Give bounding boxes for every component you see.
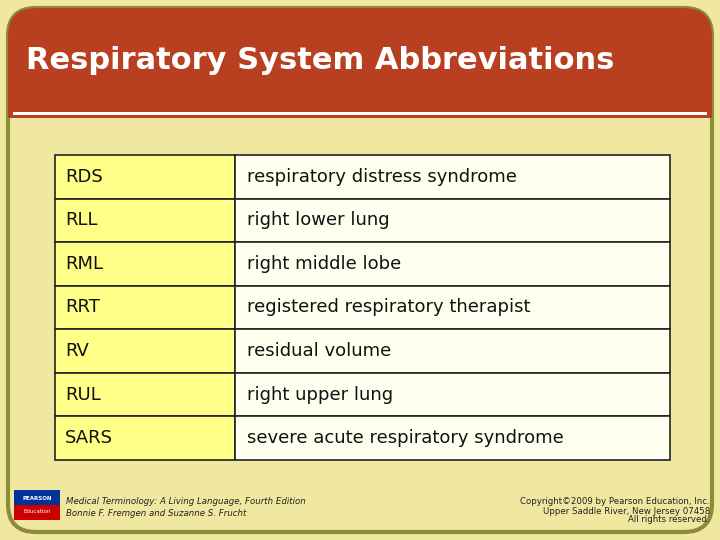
Text: RV: RV [65, 342, 89, 360]
Bar [235, 416, 670, 460]
Text: Respiratory System Abbreviations: Respiratory System Abbreviations [26, 46, 614, 75]
Text: right upper lung: right upper lung [247, 386, 393, 403]
FancyBboxPatch shape [8, 8, 712, 532]
Bar [55, 373, 235, 416]
Bar [55, 416, 235, 460]
Bar [55, 155, 235, 199]
Text: RUL: RUL [65, 386, 101, 403]
Bar [235, 155, 670, 199]
Bar [235, 286, 670, 329]
Bar [8, 63, 712, 118]
Text: All rights reserved.: All rights reserved. [629, 516, 710, 524]
Text: RDS: RDS [65, 168, 103, 186]
Bar [14, 505, 60, 520]
Text: Medical Terminology: A Living Language, Fourth Edition: Medical Terminology: A Living Language, … [66, 497, 306, 507]
Text: severe acute respiratory syndrome: severe acute respiratory syndrome [247, 429, 564, 447]
Bar [55, 242, 235, 286]
Bar [235, 199, 670, 242]
Text: RRT: RRT [65, 299, 100, 316]
Text: Copyright©2009 by Pearson Education, Inc.: Copyright©2009 by Pearson Education, Inc… [521, 497, 710, 507]
Bar [55, 286, 235, 329]
Text: RML: RML [65, 255, 103, 273]
Text: PEARSON: PEARSON [22, 496, 52, 501]
Text: Education: Education [23, 509, 50, 514]
Text: Upper Saddle River, New Jersey 07458: Upper Saddle River, New Jersey 07458 [543, 507, 710, 516]
Bar [14, 490, 60, 505]
Bar [235, 329, 670, 373]
Text: right lower lung: right lower lung [247, 211, 390, 230]
Text: registered respiratory therapist: registered respiratory therapist [247, 299, 531, 316]
Text: Bonnie F. Fremgen and Suzanne S. Frucht: Bonnie F. Fremgen and Suzanne S. Frucht [66, 509, 246, 517]
Text: respiratory distress syndrome: respiratory distress syndrome [247, 168, 517, 186]
Text: right middle lobe: right middle lobe [247, 255, 401, 273]
Text: SARS: SARS [65, 429, 113, 447]
Bar [13, 112, 707, 115]
Bar [235, 242, 670, 286]
Text: RLL: RLL [65, 211, 97, 230]
FancyBboxPatch shape [8, 8, 712, 118]
Bar [55, 199, 235, 242]
Text: residual volume: residual volume [247, 342, 391, 360]
Bar [235, 373, 670, 416]
Bar [55, 329, 235, 373]
